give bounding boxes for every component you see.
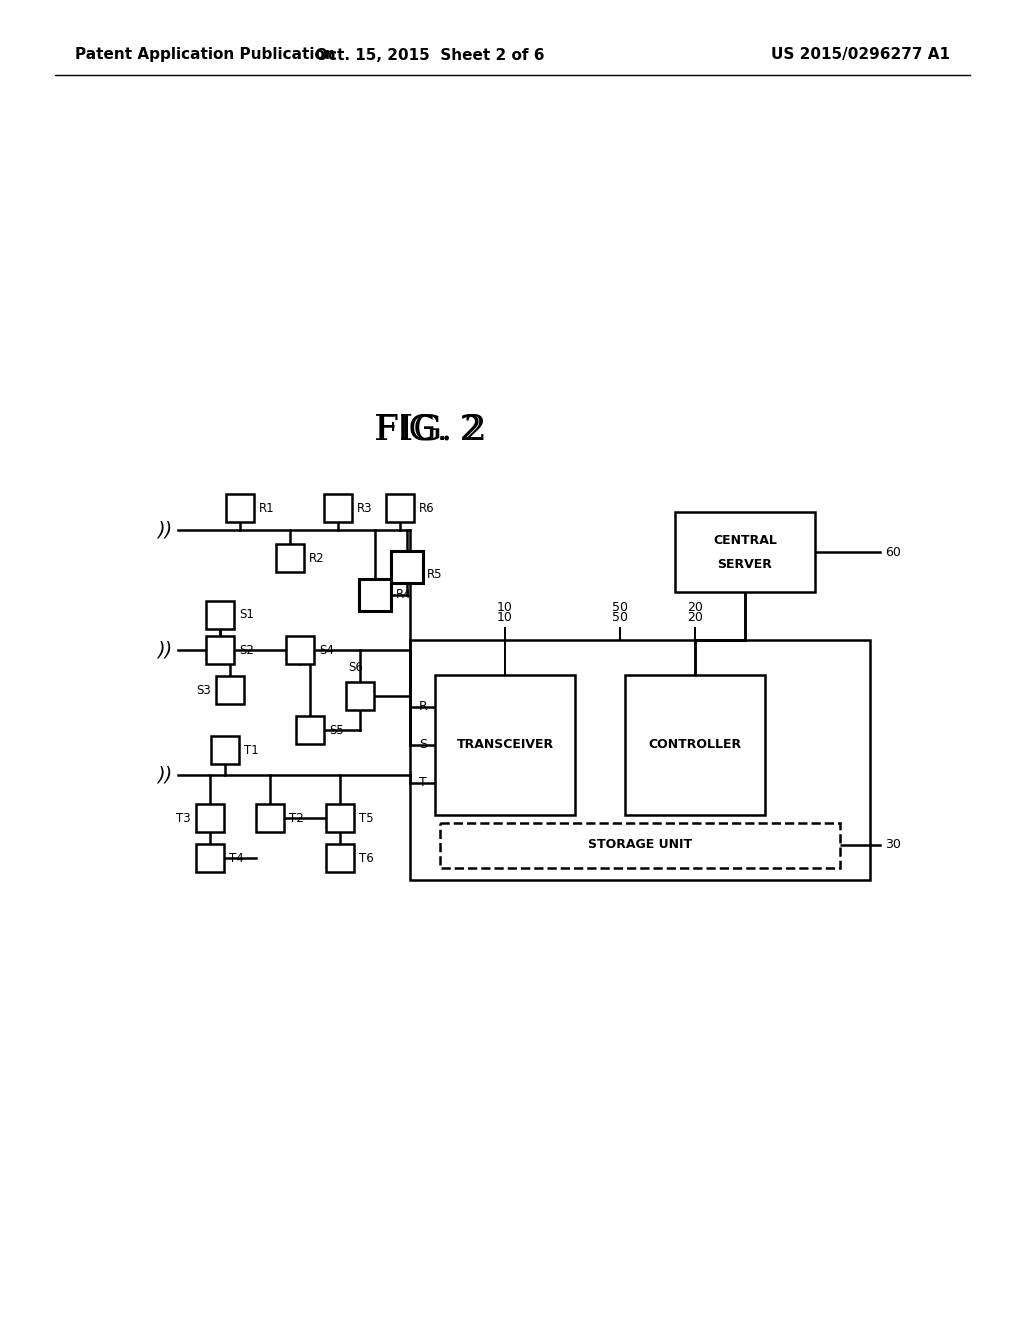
Text: Oct. 15, 2015  Sheet 2 of 6: Oct. 15, 2015 Sheet 2 of 6 bbox=[315, 48, 545, 62]
Text: 30: 30 bbox=[885, 838, 901, 851]
Text: )): )) bbox=[158, 520, 173, 540]
FancyBboxPatch shape bbox=[276, 544, 304, 572]
Text: 50: 50 bbox=[612, 611, 628, 624]
FancyBboxPatch shape bbox=[296, 715, 324, 744]
Text: R2: R2 bbox=[309, 552, 325, 565]
Text: S5: S5 bbox=[329, 723, 344, 737]
Text: R: R bbox=[418, 701, 427, 714]
Text: US 2015/0296277 A1: US 2015/0296277 A1 bbox=[771, 48, 950, 62]
Text: 20: 20 bbox=[687, 601, 702, 614]
FancyBboxPatch shape bbox=[324, 494, 352, 521]
Text: T: T bbox=[419, 776, 427, 789]
FancyBboxPatch shape bbox=[326, 804, 354, 832]
FancyBboxPatch shape bbox=[359, 579, 391, 611]
Text: S2: S2 bbox=[239, 644, 254, 656]
Text: T1: T1 bbox=[244, 743, 259, 756]
Text: 10: 10 bbox=[497, 611, 513, 624]
Text: Patent Application Publication: Patent Application Publication bbox=[75, 48, 336, 62]
Text: TRANSCEIVER: TRANSCEIVER bbox=[457, 738, 554, 751]
FancyBboxPatch shape bbox=[346, 682, 374, 710]
Text: 60: 60 bbox=[885, 545, 901, 558]
Text: 10: 10 bbox=[497, 601, 513, 614]
Text: FIG. 2: FIG. 2 bbox=[374, 413, 486, 447]
Text: S4: S4 bbox=[319, 644, 334, 656]
FancyBboxPatch shape bbox=[196, 804, 224, 832]
Text: T3: T3 bbox=[176, 812, 191, 825]
Text: 50: 50 bbox=[612, 601, 628, 614]
FancyBboxPatch shape bbox=[256, 804, 284, 832]
FancyBboxPatch shape bbox=[206, 601, 234, 630]
FancyBboxPatch shape bbox=[391, 550, 423, 583]
FancyBboxPatch shape bbox=[196, 843, 224, 873]
Text: S6: S6 bbox=[348, 661, 362, 675]
Text: S: S bbox=[419, 738, 427, 751]
FancyBboxPatch shape bbox=[675, 512, 815, 591]
Text: T6: T6 bbox=[359, 851, 374, 865]
FancyBboxPatch shape bbox=[440, 822, 840, 867]
Text: T4: T4 bbox=[229, 851, 244, 865]
Text: T5: T5 bbox=[359, 812, 374, 825]
FancyBboxPatch shape bbox=[410, 640, 870, 880]
FancyBboxPatch shape bbox=[206, 636, 234, 664]
FancyBboxPatch shape bbox=[226, 494, 254, 521]
Text: FIG. 2: FIG. 2 bbox=[377, 413, 482, 447]
FancyBboxPatch shape bbox=[326, 843, 354, 873]
Text: )): )) bbox=[158, 766, 173, 784]
Text: R6: R6 bbox=[419, 502, 434, 515]
Text: R4: R4 bbox=[396, 589, 412, 602]
Text: )): )) bbox=[158, 640, 173, 660]
Text: 20: 20 bbox=[687, 611, 702, 624]
FancyBboxPatch shape bbox=[286, 636, 314, 664]
FancyBboxPatch shape bbox=[625, 675, 765, 814]
Text: S1: S1 bbox=[239, 609, 254, 622]
Text: CONTROLLER: CONTROLLER bbox=[648, 738, 741, 751]
Text: T2: T2 bbox=[289, 812, 304, 825]
FancyBboxPatch shape bbox=[211, 737, 239, 764]
Text: R3: R3 bbox=[357, 502, 373, 515]
Text: R1: R1 bbox=[259, 502, 274, 515]
Text: STORAGE UNIT: STORAGE UNIT bbox=[588, 838, 692, 851]
FancyBboxPatch shape bbox=[435, 675, 575, 814]
Text: SERVER: SERVER bbox=[718, 557, 772, 570]
Text: S3: S3 bbox=[197, 684, 211, 697]
Text: R5: R5 bbox=[427, 569, 442, 582]
FancyBboxPatch shape bbox=[386, 494, 414, 521]
FancyBboxPatch shape bbox=[216, 676, 244, 704]
Text: CENTRAL: CENTRAL bbox=[713, 533, 777, 546]
